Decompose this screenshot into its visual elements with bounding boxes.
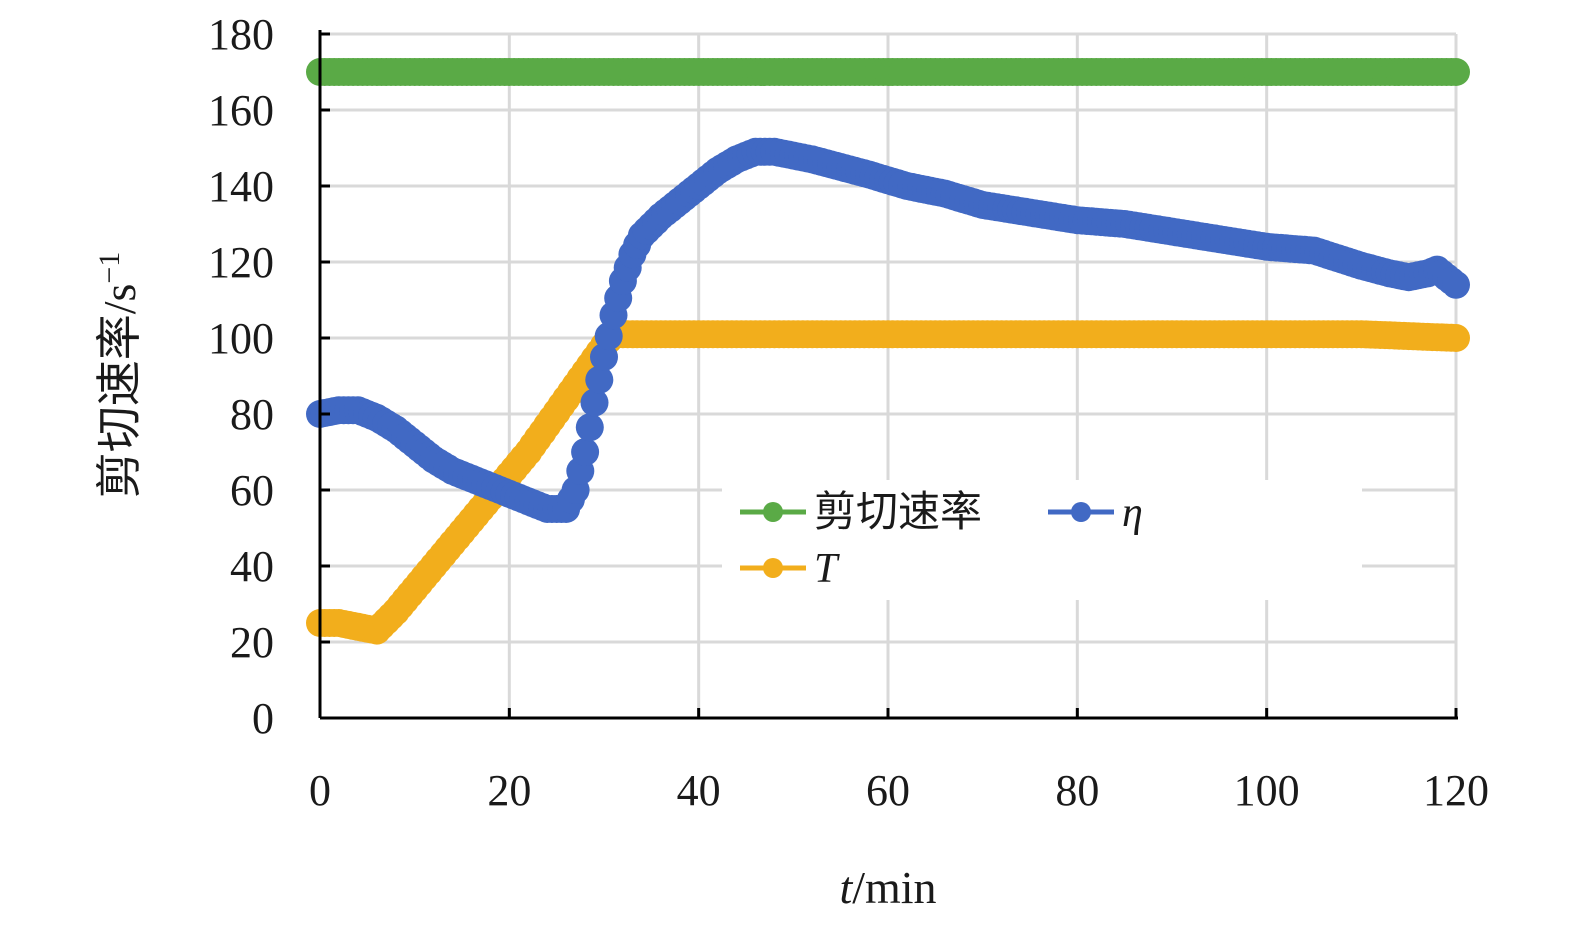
data-point [575, 413, 604, 442]
legend-swatch-marker [763, 502, 783, 522]
y-axis-title-main: 剪切速率/s [94, 284, 145, 499]
legend-label: 剪切速率 [814, 489, 982, 536]
y-tick-label: 120 [208, 238, 274, 287]
series-1 [306, 58, 1470, 86]
legend-background [722, 480, 1362, 600]
data-point [1442, 270, 1470, 299]
y-axis-title-sup: −1 [93, 252, 126, 284]
x-tick-label: 40 [677, 766, 721, 815]
y-tick-label: 180 [208, 10, 274, 59]
y-tick-label: 160 [208, 86, 274, 135]
x-tick-label: 80 [1055, 766, 1099, 815]
x-tick-label: 100 [1234, 766, 1300, 815]
data-point [585, 365, 614, 394]
legend-entry: 剪切速率 [740, 489, 982, 536]
series-3 [306, 137, 1470, 523]
series-layer [306, 58, 1470, 645]
x-axis-title-rest: /min [852, 862, 936, 913]
y-tick-label: 140 [208, 162, 274, 211]
legend-swatch-marker [1071, 502, 1091, 522]
data-point [1442, 58, 1470, 86]
y-tick-label: 20 [230, 618, 274, 667]
legend-entry: η [1048, 490, 1143, 536]
data-point [1442, 324, 1470, 352]
y-axis-title: 剪切速率/s−1 [93, 252, 145, 499]
data-point [571, 438, 600, 466]
y-tick-label: 40 [230, 542, 274, 591]
x-axis-title: t/min [839, 862, 936, 913]
legend-entry: T [740, 546, 840, 592]
x-tick-label: 120 [1423, 766, 1489, 815]
y-tick-label: 80 [230, 390, 274, 439]
y-tick-label: 60 [230, 466, 274, 515]
legend-label: T [814, 546, 840, 592]
data-point [594, 322, 623, 351]
y-tick-label: 0 [252, 694, 274, 743]
x-tick-label: 20 [487, 766, 531, 815]
legend: 剪切速率 η T [722, 480, 1362, 600]
legend-swatch-marker [763, 558, 783, 578]
data-point [580, 388, 609, 417]
axes [318, 30, 1458, 720]
legend-label: η [1122, 490, 1143, 536]
x-tick-label: 0 [309, 766, 331, 815]
x-tick-label: 60 [866, 766, 910, 815]
x-axis-title-italic: t [839, 862, 853, 913]
y-tick-label: 100 [208, 314, 274, 363]
tick-labels: 0 20 40 60 80 100 120 0 20 40 60 80 100 120 140 160 180 [208, 10, 1489, 815]
data-point [590, 343, 618, 371]
